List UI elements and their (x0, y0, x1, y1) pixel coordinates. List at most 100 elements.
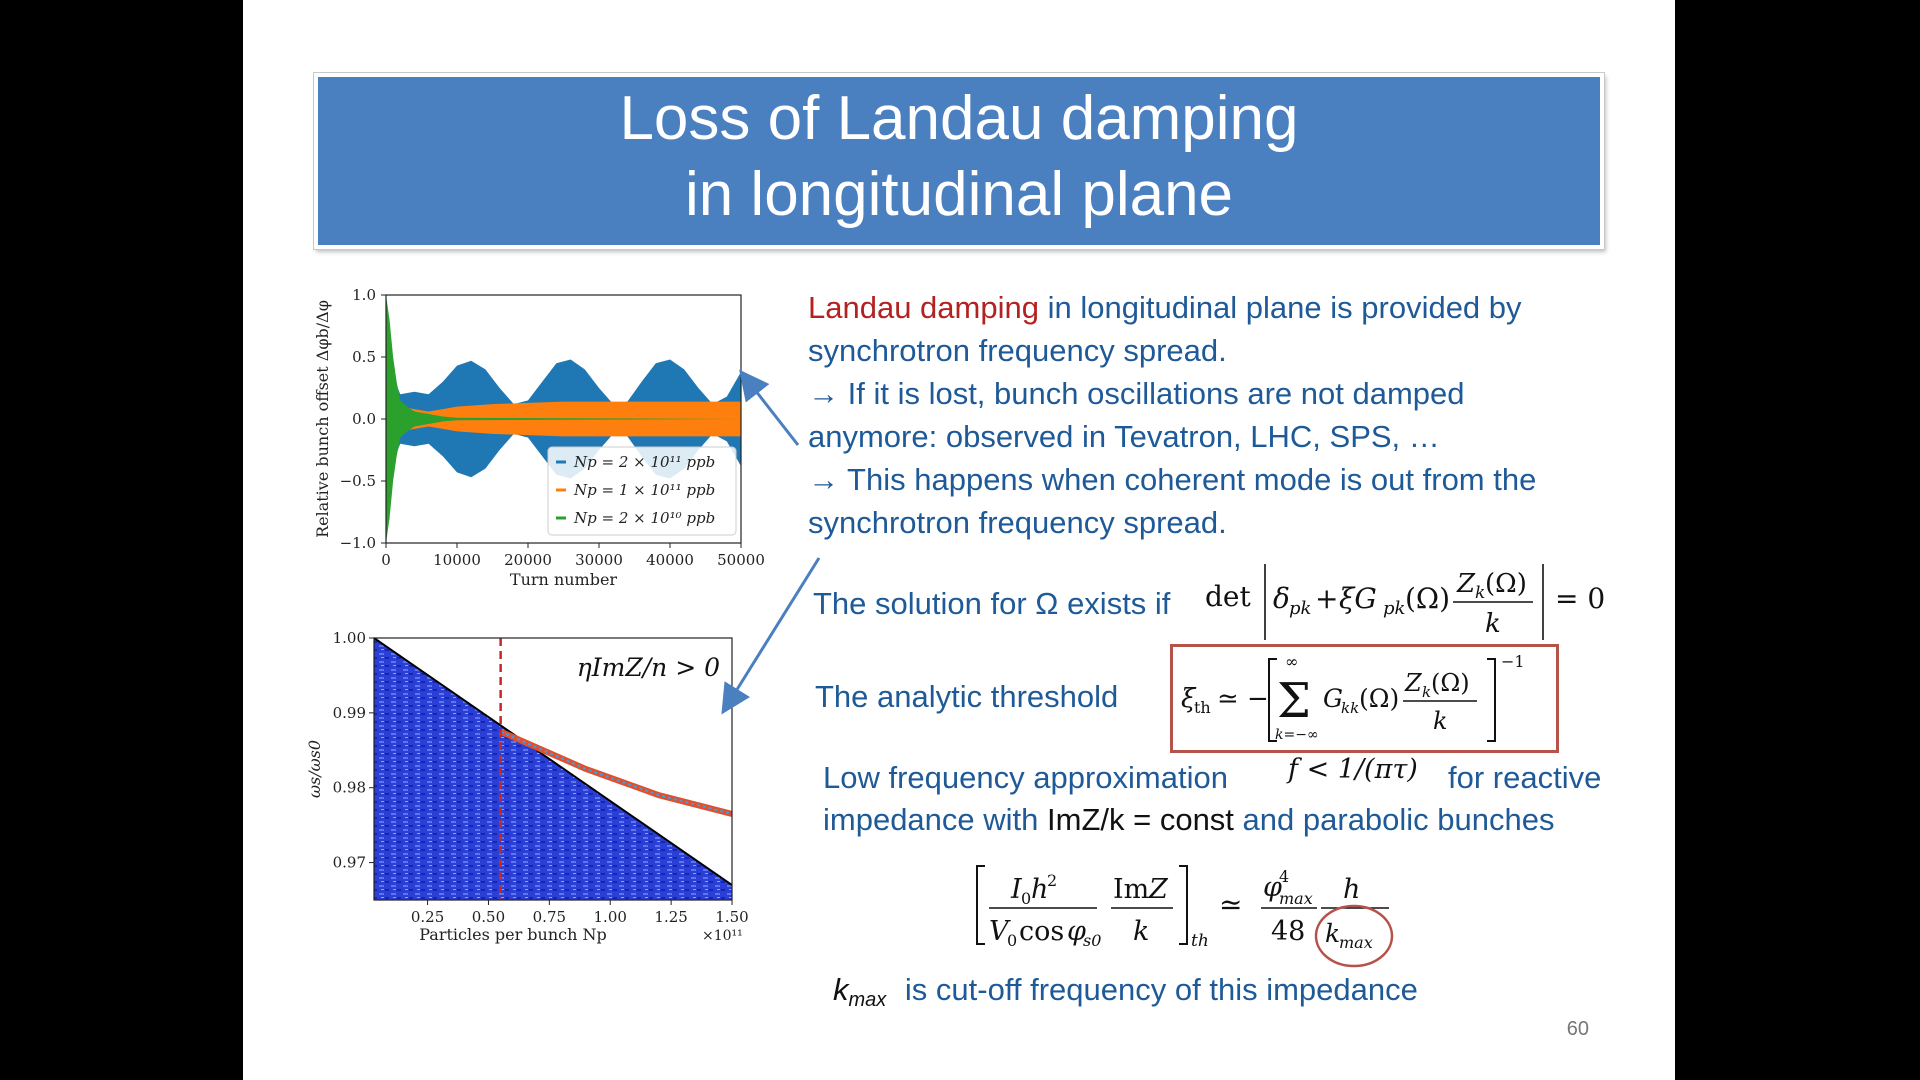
slide: Loss of Landau damping in longitudinal p… (243, 0, 1675, 1080)
legend-label-0: Np = 2 × 10¹¹ ppb (573, 453, 715, 471)
y-tick-label: 1.0 (352, 286, 376, 304)
x-tick-label: 1.50 (715, 908, 748, 926)
arrow-to-chart1 (739, 369, 800, 446)
svg-text:s0: s0 (1083, 931, 1101, 950)
x-tick-label: 20000 (504, 551, 552, 569)
svg-text:k: k (1422, 683, 1431, 701)
threshold-approx-formula: I 0 h 2 V 0 cos φ s0 Im Z k th ≃ φ 4 max… (976, 865, 1394, 968)
x-tick-label: 50000 (717, 551, 765, 569)
kmax-line: kmax is cut-off frequency of this impeda… (833, 968, 1418, 1022)
det-condition-formula: det δ pk + ξG pk (Ω) Z k (Ω) k = 0 (1205, 564, 1605, 640)
title-banner: Loss of Landau damping in longitudinal p… (314, 73, 1604, 249)
svg-text:(Ω): (Ω) (1431, 669, 1470, 697)
kmax-highlight-circle (1314, 904, 1394, 968)
incoherent-edge-line (373, 637, 733, 886)
svg-text:= 0: = 0 (1555, 582, 1605, 615)
svg-text:δ: δ (1273, 582, 1290, 615)
svg-text:th: th (1194, 698, 1211, 717)
svg-text:−1: −1 (1501, 652, 1525, 671)
x-tick-label: 0 (381, 551, 391, 569)
x-axis-label: Particles per bunch Np (419, 925, 607, 944)
arrow-to-chart2 (721, 557, 821, 715)
y-axis-label: ωs/ωs0 (306, 740, 324, 798)
lowfreq-label: Low frequency approximation (823, 760, 1228, 795)
svg-text:k: k (1133, 916, 1149, 947)
svg-text:pk: pk (1383, 598, 1405, 619)
x-tick-label: 30000 (575, 551, 623, 569)
title-line-1: Loss of Landau damping (619, 84, 1299, 153)
p2-line2: anymore: observed in Tevatron, LHC, SPS,… (808, 419, 1440, 454)
kmax-description: is cut-off frequency of this impedance (904, 972, 1418, 1007)
p2-line1: → If it is lost, bunch oscillations are … (808, 376, 1465, 411)
coherent-mode-band (499, 728, 733, 817)
svg-text:k: k (1433, 707, 1448, 735)
svg-text:kk: kk (1341, 699, 1359, 717)
x-tick-label: 1.25 (654, 908, 687, 926)
y-tick-label: 0.97 (333, 854, 366, 872)
intro-paragraph: Landau damping in longitudinal plane is … (808, 286, 1628, 544)
p3-line2: synchrotron frequency spread. (808, 505, 1227, 540)
svg-text:φ: φ (1263, 872, 1282, 903)
legend-box (547, 446, 737, 536)
lowfreq-condition: f < 1/(πτ) (1288, 754, 1418, 785)
svg-text:V: V (989, 916, 1011, 947)
svg-text:∞: ∞ (1285, 652, 1298, 671)
svg-text:Z: Z (1148, 874, 1169, 905)
svg-text:h: h (1343, 874, 1360, 905)
svg-text:2: 2 (1047, 871, 1057, 890)
y-tick-label: 0.98 (333, 779, 366, 797)
y-axis-label: Relative bunch offset Δφb/Δφ (313, 300, 332, 538)
svg-text:φ: φ (1067, 916, 1086, 947)
svg-text:pk: pk (1289, 598, 1311, 619)
y-tick-label: −1.0 (340, 534, 376, 552)
parabolic-bunches: and parabolic bunches (1233, 802, 1555, 837)
series-band-2 (386, 295, 741, 543)
x-tick-label: 10000 (433, 551, 481, 569)
impedance-line: impedance with ImZ/k = const and parabol… (823, 798, 1555, 841)
pointer-arrows (721, 369, 821, 715)
svg-text:+: + (1315, 582, 1338, 615)
incoherent-spectrum-fill (374, 638, 732, 900)
x-tick-label: 1.00 (594, 908, 627, 926)
svg-text:th: th (1191, 931, 1209, 951)
chart-annotation: ηImZ/n > 0 (577, 653, 720, 682)
svg-text:cos: cos (1019, 916, 1064, 947)
kmax-symbol: k (833, 972, 849, 1007)
svg-text:(Ω): (Ω) (1359, 684, 1399, 713)
impedance-with: impedance with (823, 802, 1048, 837)
landau-damping-term: Landau damping (808, 290, 1039, 325)
x-tick-label: 0.75 (533, 908, 566, 926)
legend-label-2: Np = 2 × 10¹⁰ ppb (573, 509, 715, 527)
svg-text:48: 48 (1271, 916, 1305, 947)
svg-text:≃: ≃ (1219, 888, 1242, 921)
svg-text:0: 0 (1021, 889, 1031, 908)
x-tick-label: 0.50 (472, 908, 505, 926)
lowfreq-suffix: for reactive (1448, 760, 1602, 795)
solution-prefix: The solution for Ω exists if (813, 586, 1171, 621)
imz-const: ImZ/k = const (1047, 802, 1234, 837)
bunch-offset-chart: 0 10000 20000 30000 40000 50000 −1.0 −0.5 0.0 0.5… (313, 286, 765, 589)
page-number: 60 (1566, 1018, 1589, 1040)
title-line-2: in longitudinal plane (684, 160, 1234, 229)
y-tick-label: 1.00 (333, 629, 366, 647)
svg-text:det: det (1205, 580, 1251, 613)
svg-text:ξ: ξ (1181, 684, 1197, 714)
svg-text:G: G (1323, 684, 1343, 713)
svg-text:(Ω): (Ω) (1485, 569, 1527, 599)
threshold-highlight-box: ξ th ≃ − ∞ Σ k=−∞ G kk (Ω) Z k (Ω) k −1 (1170, 644, 1559, 753)
svg-text:ξG: ξG (1339, 582, 1377, 615)
svg-text:max: max (1339, 933, 1373, 952)
x-tick-label: 40000 (646, 551, 694, 569)
y-tick-label: 0.5 (352, 348, 376, 366)
p1-line2: synchrotron frequency spread. (808, 333, 1227, 368)
x-multiplier-label: ×10¹¹ (702, 928, 743, 944)
svg-text:Z: Z (1404, 669, 1423, 697)
x-tick-label: 0.25 (411, 908, 444, 926)
svg-text:0: 0 (1007, 931, 1017, 950)
svg-text:k: k (1485, 609, 1501, 639)
svg-text:Z: Z (1456, 569, 1476, 599)
p3-line1: → This happens when coherent mode is out… (808, 462, 1537, 497)
analytic-threshold-label: The analytic threshold (815, 679, 1119, 714)
legend-label-1: Np = 1 × 10¹¹ ppb (573, 481, 715, 499)
y-tick-label: −0.5 (340, 472, 376, 490)
